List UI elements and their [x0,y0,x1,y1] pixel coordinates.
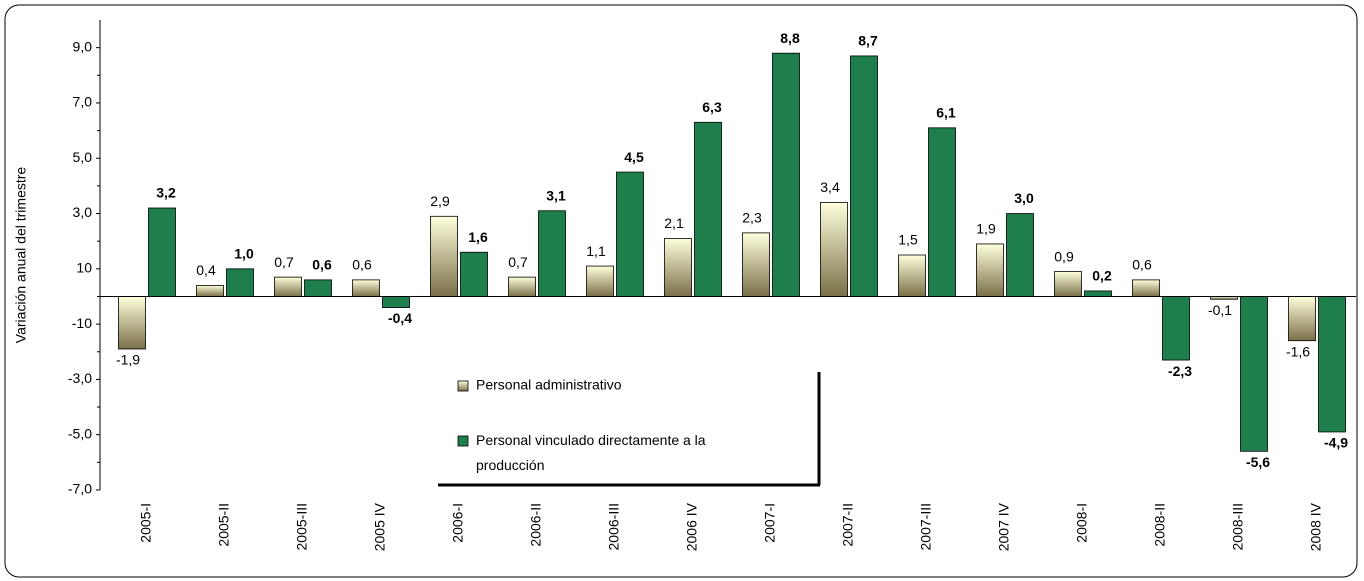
bar [352,279,380,297]
legend: Personal administrativo Personal vinculad… [438,372,821,487]
data-label: 0,6 [312,257,332,273]
x-tick-label: 2008 IV [1308,502,1324,551]
bar [382,296,410,308]
data-label: 0,9 [1054,248,1074,264]
y-tick-label: 7,0 [73,94,93,110]
bar [976,243,1004,297]
legend-label: Personal administrativo [476,377,622,393]
x-tick-label: 2005-II [216,503,232,547]
data-label: 1,9 [976,221,996,237]
bar [616,171,644,297]
data-label: 2,1 [664,215,684,231]
x-tick-label: 2006 IV [684,502,700,551]
y-axis-label: Variación anual del trimestre [13,167,29,344]
y-tick-label: 10 [76,260,92,276]
legend-label: Personal vinculado directamente a la prod… [476,432,706,473]
data-label: 8,7 [858,33,878,49]
bar [118,296,146,350]
bar [1054,271,1082,297]
data-label: 2,3 [742,210,762,226]
data-label: 1,6 [468,229,488,245]
frame [4,4,1358,578]
bar [1318,296,1346,433]
bar [1162,296,1190,361]
x-tick-label: 2008-III [1230,503,1246,550]
data-label: 6,3 [702,99,722,115]
bar [1084,290,1112,297]
bar [430,215,458,297]
y-tick-label: -3,0 [68,370,92,386]
data-label: 1,5 [898,232,918,248]
x-tick-label: 2005-III [294,503,310,550]
x-tick-label: 2007-III [918,503,934,550]
data-label: 0,6 [1132,257,1152,273]
bar [928,127,956,297]
data-label: 0,2 [1092,268,1112,284]
data-label: 0,7 [508,254,528,270]
bar [460,251,488,297]
y-tick-label: -7,0 [68,481,92,497]
data-label: 4,5 [624,149,644,165]
y-tick-label: -10 [72,315,92,331]
x-tick-label: 2007 IV [996,502,1012,551]
bar [664,238,692,297]
data-label: 2,9 [430,193,450,209]
bar [226,268,254,297]
data-label: 0,7 [274,254,294,270]
data-label: 8,8 [780,30,800,46]
y-tick-label: 9,0 [73,38,93,54]
x-tick-label: 2007-I [762,503,778,543]
bar [820,202,848,297]
data-label: 3,0 [1014,190,1034,206]
bar [850,55,878,297]
legend-line: producción [476,457,545,473]
data-label: 3,1 [546,187,566,203]
data-label: -4,9 [1324,435,1348,451]
x-tick-label: 2006-I [450,503,466,543]
data-label: 6,1 [936,105,956,121]
x-tick-label: 2006-III [606,503,622,550]
data-label: 3,2 [156,185,176,201]
bar [772,52,800,297]
bar [304,279,332,297]
data-label: 1,1 [586,243,606,259]
data-label: -2,3 [1168,363,1192,379]
data-label: 1,0 [234,246,254,262]
data-label: 0,4 [196,262,216,278]
y-tick-label: 5,0 [73,149,93,165]
data-label: -0,1 [1208,302,1232,318]
bar [1006,213,1034,297]
x-tick-label: 2008-I [1074,503,1090,543]
bar [508,276,536,297]
data-label: 0,6 [352,257,372,273]
bar [742,232,770,297]
legend-swatch [457,435,469,447]
data-label: 3,4 [820,179,840,195]
bar [274,276,302,297]
bar [1288,296,1316,342]
bar [694,121,722,297]
y-tick-label: -5,0 [68,425,92,441]
bar [586,265,614,297]
legend-line: Personal vinculado directamente a la [476,432,706,448]
data-label: -1,6 [1286,343,1310,359]
bar [1132,279,1160,297]
bar [196,285,224,297]
bar [148,207,176,297]
y-tick-label: 3,0 [73,204,93,220]
x-tick-label: 2008-II [1152,503,1168,547]
x-tick-label: 2007-II [840,503,856,547]
bar [538,210,566,297]
bar [1240,296,1268,452]
data-label: -0,4 [388,310,412,326]
data-label: -5,6 [1246,454,1270,470]
x-tick-label: 2005-I [138,503,154,543]
x-tick-label: 2005 IV [372,502,388,551]
legend-swatch [457,380,469,392]
bar [898,254,926,297]
x-tick-label: 2006-II [528,503,544,547]
data-label: -1,9 [116,352,140,368]
